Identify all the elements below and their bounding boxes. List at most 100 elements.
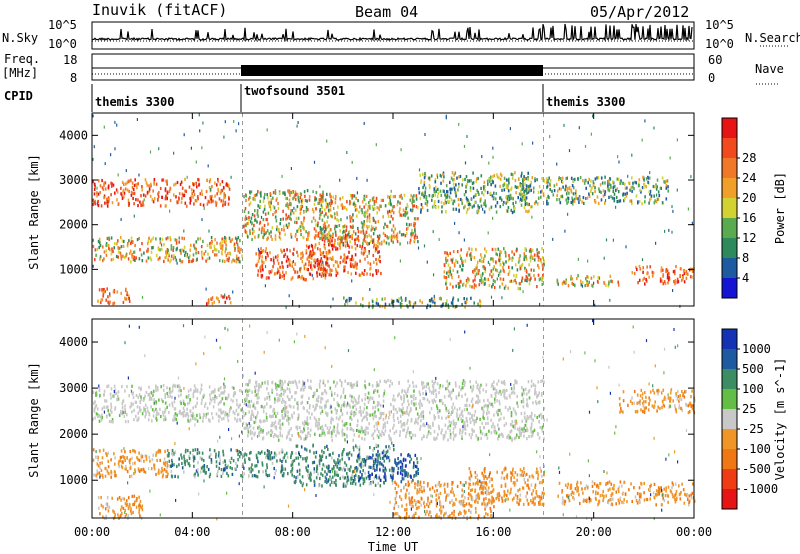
range-cell: [419, 173, 421, 177]
range-cell: [521, 276, 524, 280]
range-cell: [598, 187, 600, 191]
range-cell: [330, 390, 333, 394]
range-cell: [224, 411, 227, 415]
range-cell: [615, 195, 618, 200]
range-cell: [243, 454, 245, 458]
range-cell: [507, 178, 510, 183]
noise-cell: [363, 122, 365, 125]
range-cell: [249, 424, 252, 428]
noise-cell: [497, 274, 500, 277]
range-cell: [196, 448, 199, 452]
range-cell: [607, 184, 609, 188]
noise-cell: [199, 129, 201, 133]
range-cell: [492, 404, 494, 408]
noise-cell: [634, 180, 636, 184]
range-cell: [125, 182, 127, 186]
range-cell: [241, 475, 244, 479]
range-cell: [282, 266, 284, 270]
range-cell: [201, 451, 204, 455]
range-cell: [212, 390, 215, 394]
range-cell: [341, 225, 344, 229]
range-cell: [607, 284, 610, 288]
range-cell: [206, 465, 208, 469]
range-cell: [677, 280, 680, 284]
range-cell: [159, 237, 161, 241]
range-cell: [529, 278, 531, 282]
range-cell: [140, 453, 143, 457]
range-cell: [325, 212, 327, 216]
range-cell: [155, 407, 157, 411]
range-cell: [94, 400, 96, 404]
range-cell: [475, 284, 477, 288]
noise-cell: [641, 258, 644, 262]
range-cell: [446, 189, 448, 194]
range-cell: [461, 268, 464, 272]
range-cell: [159, 458, 161, 462]
range-cell: [335, 273, 338, 277]
range-cell: [494, 280, 496, 284]
range-cell: [309, 433, 312, 437]
range-cell: [546, 202, 548, 206]
range-cell: [303, 190, 306, 194]
range-cell: [326, 254, 328, 258]
range-cell: [99, 415, 102, 419]
range-cell: [286, 216, 289, 220]
range-cell: [514, 419, 516, 423]
range-cell: [243, 472, 245, 476]
nave-tick-top: 60: [708, 53, 722, 67]
range-cell: [356, 383, 358, 387]
range-cell: [309, 272, 312, 276]
range-cell: [172, 453, 174, 457]
range-cell: [397, 299, 400, 303]
range-cell: [526, 415, 529, 419]
range-cell: [611, 196, 614, 200]
range-cell: [106, 385, 108, 389]
range-cell: [307, 256, 309, 260]
range-cell: [222, 416, 225, 421]
range-cell: [140, 408, 142, 412]
range-cell: [190, 243, 192, 247]
range-cell: [173, 254, 175, 258]
range-cell: [134, 178, 136, 182]
range-cell: [561, 176, 564, 180]
range-cell: [524, 199, 527, 203]
range-cell: [449, 266, 451, 270]
range-cell: [527, 210, 529, 214]
range-cell: [125, 252, 128, 256]
range-cell: [405, 434, 407, 439]
range-cell: [672, 270, 675, 274]
range-cell: [452, 298, 454, 302]
range-cell: [455, 194, 457, 198]
range-cell: [165, 250, 167, 254]
range-cell: [357, 236, 359, 240]
range-cell: [102, 288, 104, 292]
range-cell: [594, 177, 597, 181]
range-cell: [140, 397, 142, 401]
range-cell: [100, 298, 102, 302]
range-cell: [120, 455, 123, 459]
range-cell: [216, 472, 218, 476]
range-cell: [158, 398, 160, 402]
range-cell: [253, 414, 255, 419]
range-cell: [352, 405, 354, 409]
range-cell: [326, 236, 328, 240]
range-cell: [393, 406, 395, 410]
range-cell: [529, 259, 532, 263]
range-cell: [600, 190, 602, 194]
range-cell: [421, 172, 424, 176]
range-cell: [195, 417, 197, 421]
range-cell: [510, 196, 513, 200]
range-cell: [447, 263, 450, 267]
range-cell: [219, 459, 221, 463]
range-cell: [567, 200, 569, 204]
noise-cell: [567, 212, 569, 216]
range-cell: [329, 194, 332, 198]
range-cell: [534, 277, 536, 281]
range-cell: [308, 194, 311, 199]
range-cell: [371, 433, 373, 437]
range-cell: [288, 260, 291, 264]
range-cell: [557, 282, 559, 286]
range-cell: [92, 448, 95, 452]
range-cell: [368, 233, 370, 237]
range-cell: [646, 265, 648, 269]
